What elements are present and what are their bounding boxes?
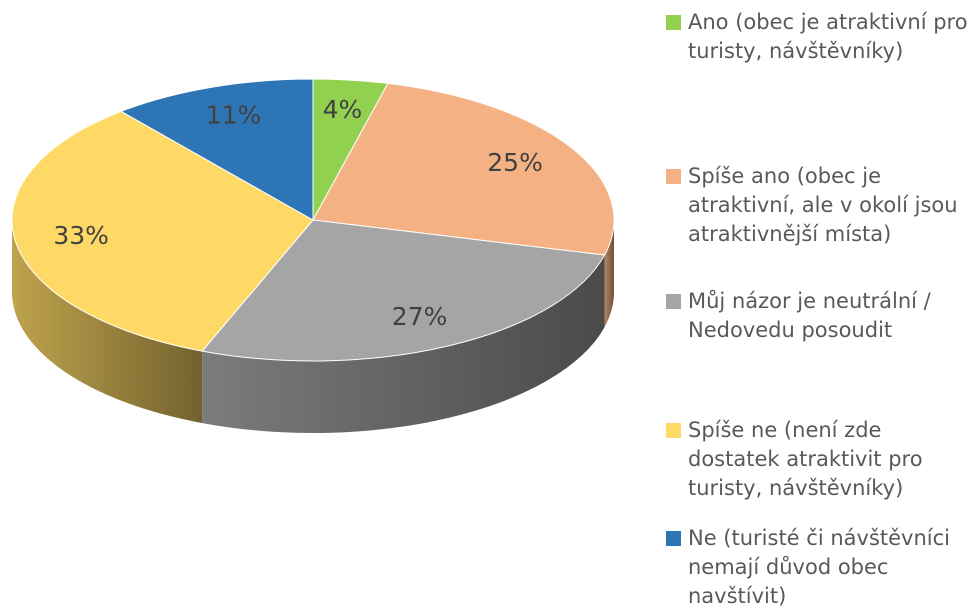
legend-label: Můj názor je neutrální / Nedovedu posoud… — [688, 289, 931, 342]
slice-side — [12, 220, 203, 424]
slice — [119, 78, 314, 221]
slice — [11, 110, 314, 352]
legend-label: Spíše ano (obec je atraktivní, ale v oko… — [688, 164, 958, 246]
legend-entry: Spíše ne (není zde dostatek atraktivit p… — [666, 416, 970, 503]
legend-entry: Ne (turisté či návštěvníci nemají důvod … — [666, 524, 970, 611]
legend-label: Ano (obec je atraktivní pro turisty, náv… — [688, 10, 968, 63]
legend-entry: Ano (obec je atraktivní pro turisty, náv… — [666, 8, 970, 66]
data-label: 4% — [323, 95, 363, 124]
legend-swatch — [666, 294, 681, 309]
legend-swatch — [666, 15, 681, 30]
legend-entry: Můj názor je neutrální / Nedovedu posoud… — [666, 287, 970, 345]
data-label: 11% — [206, 101, 262, 130]
legend-swatch — [666, 531, 681, 546]
legend-swatch — [666, 169, 681, 184]
data-label: 25% — [487, 148, 543, 177]
legend-label: Ne (turisté či návštěvníci nemají důvod … — [688, 526, 950, 608]
legend-label: Spíše ne (není zde dostatek atraktivit p… — [688, 418, 923, 500]
slice-side — [202, 255, 605, 433]
slice — [312, 82, 615, 256]
slice-side — [604, 220, 614, 328]
legend-swatch — [666, 423, 681, 438]
slice — [201, 219, 606, 362]
data-label: 27% — [392, 302, 448, 331]
chart: 4% 25% 27% 33% 11% — [11, 78, 615, 433]
data-label: 33% — [53, 221, 109, 250]
legend-entry: Spíše ano (obec je atraktivní, ale v oko… — [666, 162, 970, 249]
